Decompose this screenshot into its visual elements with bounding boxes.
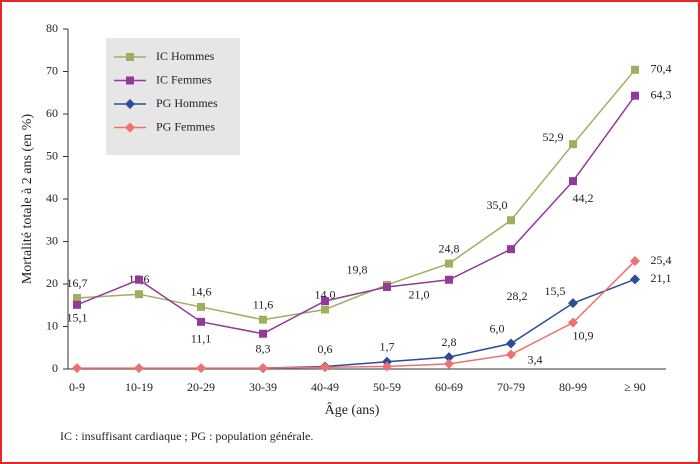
point	[569, 177, 577, 186]
data-label: 6,0	[490, 321, 505, 335]
legend-label: PG Femmes	[156, 119, 215, 133]
y-axis-label: Mortalité totale à 2 ans (en %)	[20, 114, 35, 285]
point	[321, 297, 329, 305]
legend-marker	[126, 76, 134, 85]
legend-label: IC Femmes	[156, 72, 212, 86]
point	[134, 363, 144, 374]
data-label: 21,0	[409, 288, 430, 302]
data-label: 0,6	[318, 342, 333, 356]
x-axis-label: Âge (ans)	[325, 401, 380, 418]
point	[507, 245, 515, 254]
data-label: 24,8	[439, 241, 460, 255]
series-line	[77, 260, 636, 369]
x-tick-label: ≥ 90	[624, 380, 646, 394]
x-tick-label: 70-79	[497, 380, 525, 394]
data-label: 11,6	[253, 297, 274, 311]
y-tick-label: 40	[46, 191, 58, 205]
point	[568, 298, 578, 309]
point	[320, 362, 330, 373]
x-tick-label: 30-39	[249, 380, 277, 394]
x-tick-label: 10-19	[125, 380, 153, 394]
series-line	[76, 95, 636, 335]
legend-marker	[126, 53, 134, 61]
y-tick-label: 0	[52, 361, 58, 375]
data-label: 64,3	[651, 87, 672, 101]
legend-marker	[125, 122, 135, 133]
data-label: 35,0	[487, 198, 508, 212]
point	[444, 352, 454, 363]
point	[506, 349, 516, 360]
point	[73, 294, 81, 303]
data-label: 10,9	[573, 328, 594, 342]
point	[569, 140, 577, 149]
data-label: 11,1	[191, 332, 212, 346]
point	[258, 363, 268, 374]
y-tick-label: 60	[46, 106, 58, 120]
legend-marker	[125, 99, 135, 109]
point	[630, 256, 640, 267]
point	[444, 358, 454, 369]
data-label: 3,4	[528, 352, 543, 366]
y-tick-label: 70	[46, 63, 58, 77]
point	[196, 363, 206, 374]
y-tick-label: 20	[46, 276, 58, 290]
data-label: 19,8	[347, 263, 368, 277]
data-label: 2,8	[442, 335, 457, 349]
data-label: 21,1	[651, 271, 672, 285]
x-tick-label: 50-59	[373, 380, 401, 394]
point	[630, 274, 640, 285]
data-label: 14,6	[191, 285, 212, 299]
x-tick-label: 80-99	[559, 380, 587, 394]
point	[259, 315, 267, 324]
point	[568, 317, 578, 328]
data-label: 52,9	[543, 130, 564, 144]
point	[197, 302, 205, 311]
data-label: 28,2	[507, 289, 528, 303]
point	[382, 361, 392, 372]
y-tick-label: 10	[46, 318, 58, 332]
point	[445, 259, 453, 268]
point	[507, 216, 515, 225]
point	[321, 305, 329, 314]
x-tick-label: 40-49	[311, 380, 339, 394]
point	[259, 329, 267, 338]
point	[72, 363, 82, 374]
y-tick-label: 30	[46, 233, 58, 247]
point	[135, 275, 143, 284]
x-tick-label: 20-29	[187, 380, 215, 394]
data-label: 44,2	[573, 191, 594, 205]
footnote: IC : insuffisant cardiaque ; PG : popula…	[60, 429, 313, 443]
data-label: 8,3	[256, 341, 271, 355]
point	[73, 300, 81, 309]
point	[197, 317, 205, 326]
data-label: 15,5	[545, 284, 566, 298]
y-tick-label: 50	[46, 148, 58, 162]
x-tick-label: 0-9	[69, 380, 85, 394]
point	[383, 282, 391, 291]
point	[135, 290, 143, 299]
data-label: 15,1	[67, 311, 88, 325]
data-label: 16,7	[67, 276, 88, 290]
data-label: 1,7	[380, 340, 395, 354]
point	[506, 338, 516, 349]
data-label: 70,4	[651, 62, 672, 76]
legend-label: IC Hommes	[156, 49, 215, 63]
point	[631, 91, 639, 100]
point	[631, 65, 639, 74]
y-tick-label: 80	[46, 21, 58, 35]
data-label: 14,0	[315, 287, 336, 301]
point	[445, 275, 453, 284]
legend-label: PG Hommes	[156, 96, 218, 110]
data-label: 25,4	[651, 253, 672, 267]
x-tick-label: 60-69	[435, 380, 463, 394]
